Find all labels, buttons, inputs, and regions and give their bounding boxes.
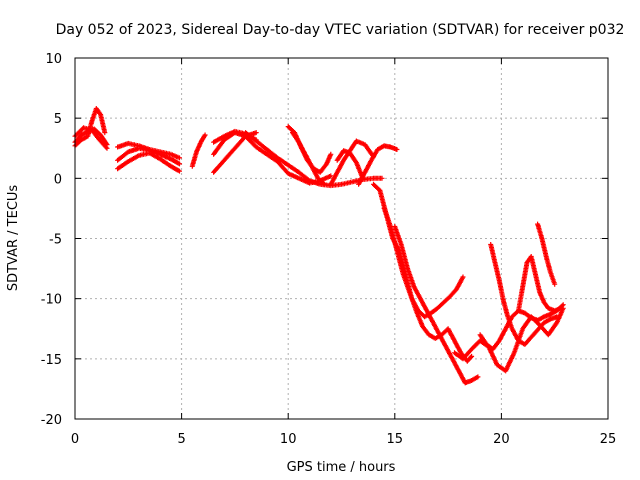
y-tick-label: 10 xyxy=(45,52,62,67)
series-track-24 xyxy=(516,254,564,314)
series-track-17 xyxy=(356,143,400,187)
data-markers xyxy=(381,205,475,364)
data-markers xyxy=(392,224,481,386)
series-track-25 xyxy=(535,221,558,287)
series-track-6 xyxy=(115,150,182,174)
series-track-5 xyxy=(115,140,182,161)
data-markers xyxy=(115,140,182,161)
data-markers xyxy=(115,150,182,174)
y-tick-label: -15 xyxy=(41,353,62,368)
data-markers xyxy=(189,132,208,169)
x-tick-label: 10 xyxy=(280,432,297,447)
x-tick-label: 0 xyxy=(71,432,79,447)
x-axis-label: GPS time / hours xyxy=(287,460,396,475)
x-tick-label: 5 xyxy=(177,432,185,447)
grid xyxy=(75,58,608,419)
chart-title: Day 052 of 2023, Sidereal Day-to-day VTE… xyxy=(56,22,625,38)
data-markers xyxy=(535,221,558,287)
data-markers xyxy=(356,143,400,187)
series-track-15 xyxy=(328,138,376,187)
series-track-19 xyxy=(381,205,475,364)
data-markers xyxy=(516,254,564,314)
x-tick-label: 15 xyxy=(387,432,404,447)
data-markers xyxy=(488,242,560,347)
series-track-7 xyxy=(189,132,208,169)
series-track-16 xyxy=(334,148,366,181)
y-tick-label: -10 xyxy=(41,293,62,308)
data-markers xyxy=(334,148,366,181)
y-tick-label: -5 xyxy=(49,233,62,248)
data-points xyxy=(72,106,566,386)
y-tick-label: 5 xyxy=(54,112,62,127)
x-tick-label: 20 xyxy=(493,432,510,447)
y-axis-label: SDTVAR / TECUs xyxy=(6,185,21,292)
series-track-20 xyxy=(392,224,481,386)
series-track-23 xyxy=(488,242,560,347)
series-track-14 xyxy=(290,130,327,187)
y-tick-label: -20 xyxy=(41,413,62,428)
axis-ticks: 0 5 10 15 20 25 -20 -15 -10 -5 0 5 10 xyxy=(41,52,617,447)
y-tick-label: 0 xyxy=(54,172,62,187)
x-tick-label: 25 xyxy=(600,432,617,447)
data-markers xyxy=(290,130,327,187)
data-markers xyxy=(328,138,376,187)
